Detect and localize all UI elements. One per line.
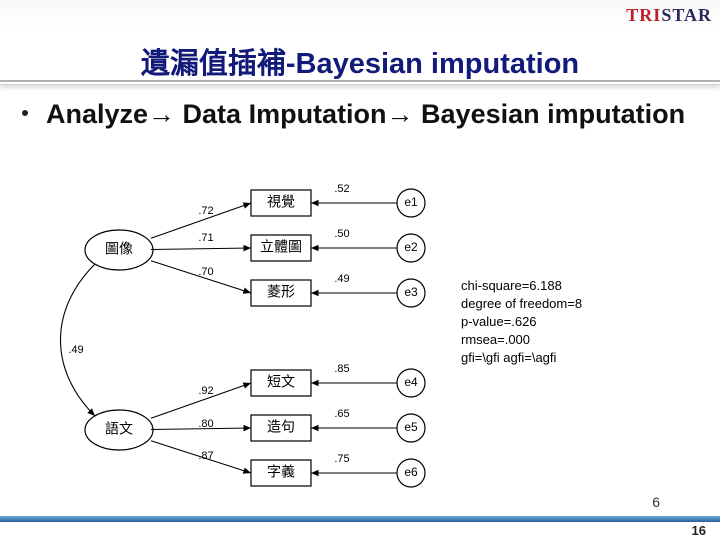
svg-text:.92: .92 (198, 385, 213, 397)
footer-bar (0, 516, 720, 522)
svg-text:.65: .65 (334, 408, 349, 420)
svg-text:rmsea=.000: rmsea=.000 (461, 332, 530, 347)
svg-text:視覺: 視覺 (267, 194, 295, 210)
svg-text:語文: 語文 (105, 421, 133, 437)
brand-logo: TRISTAR (626, 5, 712, 26)
svg-text:立體圖: 立體圖 (260, 239, 302, 255)
svg-text:e2: e2 (404, 240, 418, 254)
svg-text:e6: e6 (404, 465, 418, 479)
svg-text:短文: 短文 (267, 374, 295, 390)
svg-text:.87: .87 (198, 450, 213, 462)
svg-text:degree of freedom=8: degree of freedom=8 (461, 296, 582, 311)
svg-text:.75: .75 (334, 453, 349, 465)
svg-text:.70: .70 (198, 266, 213, 278)
sem-svg: .49 圖像語文 .72 .71 .70 .92 .80 .87 視覺立體圖菱形短文造句字義 .5… (56, 175, 664, 501)
svg-text:字義: 字義 (267, 464, 295, 480)
header-band (0, 0, 720, 28)
svg-text:chi-square=6.188: chi-square=6.188 (461, 278, 562, 293)
title-underline (0, 80, 720, 85)
slide-title-bar: 遺漏值插補-Bayesian imputation (0, 40, 720, 82)
svg-text:造句: 造句 (267, 419, 295, 435)
page-number: 16 (692, 523, 706, 538)
logo-part2: STAR (661, 5, 712, 25)
svg-text:圖像: 圖像 (105, 241, 133, 257)
svg-text:p-value=.626: p-value=.626 (461, 314, 537, 329)
sem-diagram: .49 圖像語文 .72 .71 .70 .92 .80 .87 視覺立體圖菱形短文造句字義 .5… (56, 175, 664, 501)
menu-path-text: Analyze→ Data Imputation→ Bayesian imput… (46, 96, 685, 132)
svg-text:.49: .49 (68, 344, 83, 356)
inner-page-number: 6 (652, 494, 660, 510)
svg-text:e1: e1 (404, 195, 418, 209)
svg-text:e4: e4 (404, 375, 418, 389)
svg-text:e5: e5 (404, 420, 418, 434)
logo-part1: TRI (626, 5, 661, 25)
svg-text:.71: .71 (198, 232, 213, 244)
svg-text:.52: .52 (334, 183, 349, 195)
svg-text:gfi=\gfi agfi=\agfi: gfi=\gfi agfi=\agfi (461, 350, 557, 365)
svg-text:e3: e3 (404, 285, 418, 299)
slide-title: 遺漏值插補-Bayesian imputation (0, 40, 720, 82)
svg-text:.49: .49 (334, 273, 349, 285)
svg-text:菱形: 菱形 (267, 284, 295, 300)
svg-text:.72: .72 (198, 205, 213, 217)
svg-text:.50: .50 (334, 228, 349, 240)
svg-text:.85: .85 (334, 363, 349, 375)
bullet-icon (22, 110, 28, 116)
svg-text:.80: .80 (198, 418, 213, 430)
